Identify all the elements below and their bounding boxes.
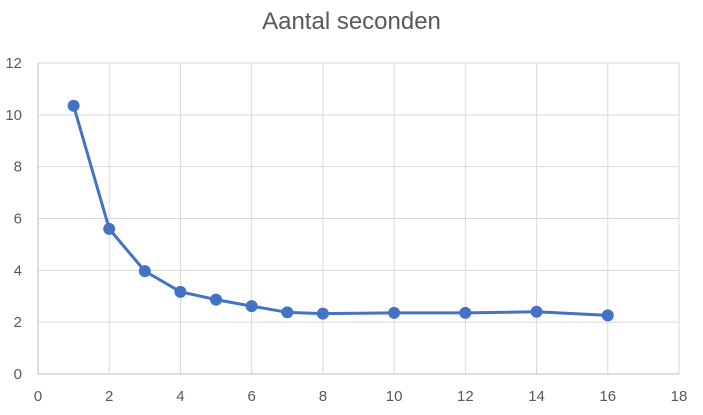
x-tick-label: 6 — [247, 388, 255, 405]
x-tick-label: 2 — [105, 388, 113, 405]
y-tick-label: 6 — [14, 211, 22, 228]
x-tick-label: 16 — [599, 388, 616, 405]
series-line — [72, 104, 610, 317]
data-point — [281, 306, 294, 319]
data-point — [459, 306, 472, 319]
x-tick-label: 14 — [528, 388, 545, 405]
y-tick-label: 0 — [14, 366, 22, 383]
y-tick-label: 2 — [14, 314, 22, 331]
data-point — [316, 307, 329, 320]
x-tick-label: 4 — [176, 388, 184, 405]
data-point — [138, 265, 151, 278]
x-tick-label: 0 — [34, 388, 42, 405]
data-point — [67, 99, 80, 112]
chart-title: Aantal seconden — [262, 8, 441, 35]
x-tick-label: 8 — [319, 388, 327, 405]
x-tick-label: 12 — [457, 388, 474, 405]
data-point — [103, 222, 116, 235]
data-point — [530, 305, 543, 318]
y-tick-label: 10 — [5, 107, 22, 124]
data-point — [388, 306, 401, 319]
data-point — [245, 300, 258, 313]
data-point — [210, 293, 223, 306]
data-point — [601, 309, 614, 322]
y-tick-label: 12 — [5, 55, 22, 72]
x-tick-label: 10 — [386, 388, 403, 405]
x-tick-label: 18 — [671, 388, 688, 405]
y-tick-label: 4 — [14, 262, 22, 279]
data-point — [174, 285, 187, 298]
y-tick-label: 8 — [14, 159, 22, 176]
